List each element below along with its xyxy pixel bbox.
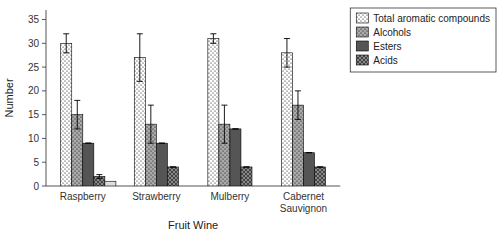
bar [303, 153, 314, 186]
bar [241, 167, 252, 186]
y-tick [42, 186, 46, 187]
legend-swatch [356, 55, 368, 65]
x-tick-label: Strawberry [132, 191, 180, 202]
marks [61, 34, 326, 186]
error-bar [96, 175, 102, 179]
axes: 0 5 10 15 20 25 30 35 Raspberry Strawberry Mulberr… [28, 10, 340, 214]
bar [315, 167, 326, 186]
bar [61, 43, 72, 186]
error-bar [284, 39, 290, 68]
y-tick [42, 114, 46, 115]
y-tick [42, 138, 46, 139]
y-tick-label: 10 [28, 133, 40, 144]
chart: 0 5 10 15 20 25 30 35 Raspberry Strawberry Mulberr… [0, 0, 500, 234]
error-bar [243, 166, 249, 167]
error-bar [85, 143, 91, 144]
error-bar [221, 105, 227, 143]
error-bar [63, 34, 69, 53]
error-bar [210, 34, 216, 44]
y-tick-label: 35 [28, 14, 40, 25]
x-tick-label-line: Sauvignon [280, 203, 327, 214]
error-bar [159, 143, 165, 144]
bar [167, 167, 178, 186]
error-bar [74, 100, 80, 129]
legend-swatch [356, 13, 368, 23]
error-bar [232, 128, 238, 129]
legend-label: Total aromatic compounds [373, 13, 490, 24]
bar [105, 181, 116, 186]
bar [230, 129, 241, 186]
legend-label: Esters [373, 41, 401, 52]
x-tick-label-line: Raspberry [60, 191, 106, 202]
error-bar [295, 91, 301, 120]
x-tick-label: Mulberry [210, 191, 249, 202]
legend-label: Acids [373, 55, 397, 66]
y-tick [42, 162, 46, 163]
y-tick [42, 90, 46, 91]
x-tick-label-line: Cabernet [283, 191, 324, 202]
y-axis [46, 10, 47, 186]
legend-swatch [356, 27, 368, 37]
error-bar [148, 105, 154, 143]
x-tick-label: CabernetSauvignon [280, 191, 327, 214]
legend: Total aromatic compounds Alcohols Esters Ac… [350, 8, 496, 72]
y-axis-label: Number [3, 78, 15, 117]
y-tick-label: 5 [33, 157, 39, 168]
x-tick-label: Raspberry [60, 191, 106, 202]
y-tick-label: 0 [33, 181, 39, 192]
bar [156, 143, 167, 186]
y-tick-label: 25 [28, 62, 40, 73]
y-tick-label: 30 [28, 38, 40, 49]
error-bar [317, 166, 323, 167]
y-tick [42, 43, 46, 44]
y-tick-label: 20 [28, 85, 40, 96]
x-tick-label-line: Mulberry [210, 191, 249, 202]
y-tick [42, 67, 46, 68]
x-tick-label-line: Strawberry [132, 191, 180, 202]
legend-frame [350, 8, 496, 72]
error-bar [170, 166, 176, 167]
y-tick [42, 19, 46, 20]
bar [208, 39, 219, 186]
legend-label: Alcohols [373, 27, 411, 38]
bar [281, 53, 292, 186]
error-bar [306, 152, 312, 153]
bar [83, 143, 94, 186]
legend-swatch [356, 41, 368, 51]
error-bar [137, 34, 143, 82]
x-axis-label: Fruit Wine [168, 219, 218, 231]
y-tick-label: 15 [28, 109, 40, 120]
